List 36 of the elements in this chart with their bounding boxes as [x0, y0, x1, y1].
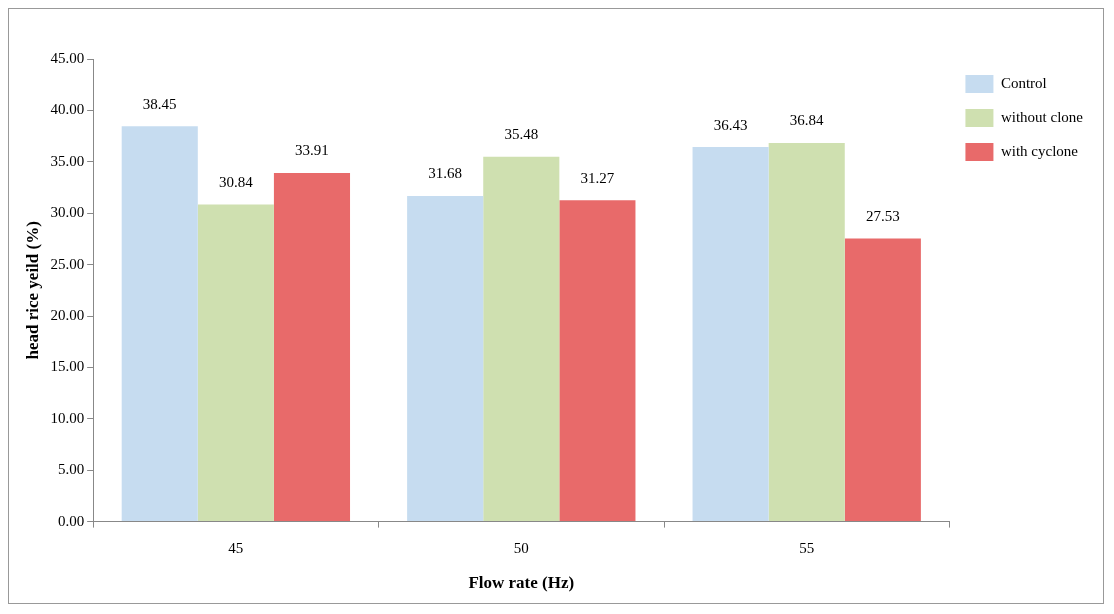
bar — [197, 204, 274, 522]
bar — [559, 200, 636, 522]
bar — [273, 173, 351, 522]
data-label: 38.45 — [142, 95, 177, 112]
y-tick-label: 40.00 — [50, 101, 85, 118]
y-tick-label: 10.00 — [50, 409, 85, 426]
data-label: 31.68 — [428, 165, 463, 182]
bar — [407, 195, 484, 522]
data-label: 35.48 — [504, 126, 539, 143]
data-label: 31.27 — [580, 169, 615, 186]
x-axis-title: Flow rate (Hz) — [468, 573, 575, 593]
y-tick-label: 15.00 — [50, 358, 85, 375]
x-tick-label: 55 — [799, 539, 815, 556]
legend-label: Control — [1000, 74, 1047, 91]
bar — [844, 238, 921, 522]
x-tick-label: 50 — [513, 539, 529, 556]
data-label: 33.91 — [295, 142, 329, 159]
y-tick-label: 45.00 — [50, 49, 85, 66]
y-tick-label: 0.00 — [57, 512, 85, 529]
y-tick-label: 20.00 — [50, 306, 85, 323]
bar — [692, 147, 769, 522]
bar — [483, 156, 560, 522]
data-label: 36.84 — [789, 112, 825, 129]
y-tick-label: 30.00 — [50, 204, 85, 221]
bar — [121, 126, 198, 522]
legend-label: with cyclone — [1000, 142, 1079, 159]
legend-label: without clone — [1000, 108, 1084, 125]
y-tick-label: 25.00 — [50, 255, 85, 272]
data-label: 27.53 — [865, 208, 900, 225]
y-tick-label: 35.00 — [50, 152, 85, 169]
data-label: 30.84 — [218, 174, 254, 190]
y-axis-title: head rice yeild (%) — [22, 221, 42, 360]
y-tick-label: 5.00 — [57, 461, 85, 478]
data-label: 36.43 — [713, 116, 748, 133]
bar — [768, 142, 845, 522]
x-tick-label: 45 — [228, 539, 244, 556]
